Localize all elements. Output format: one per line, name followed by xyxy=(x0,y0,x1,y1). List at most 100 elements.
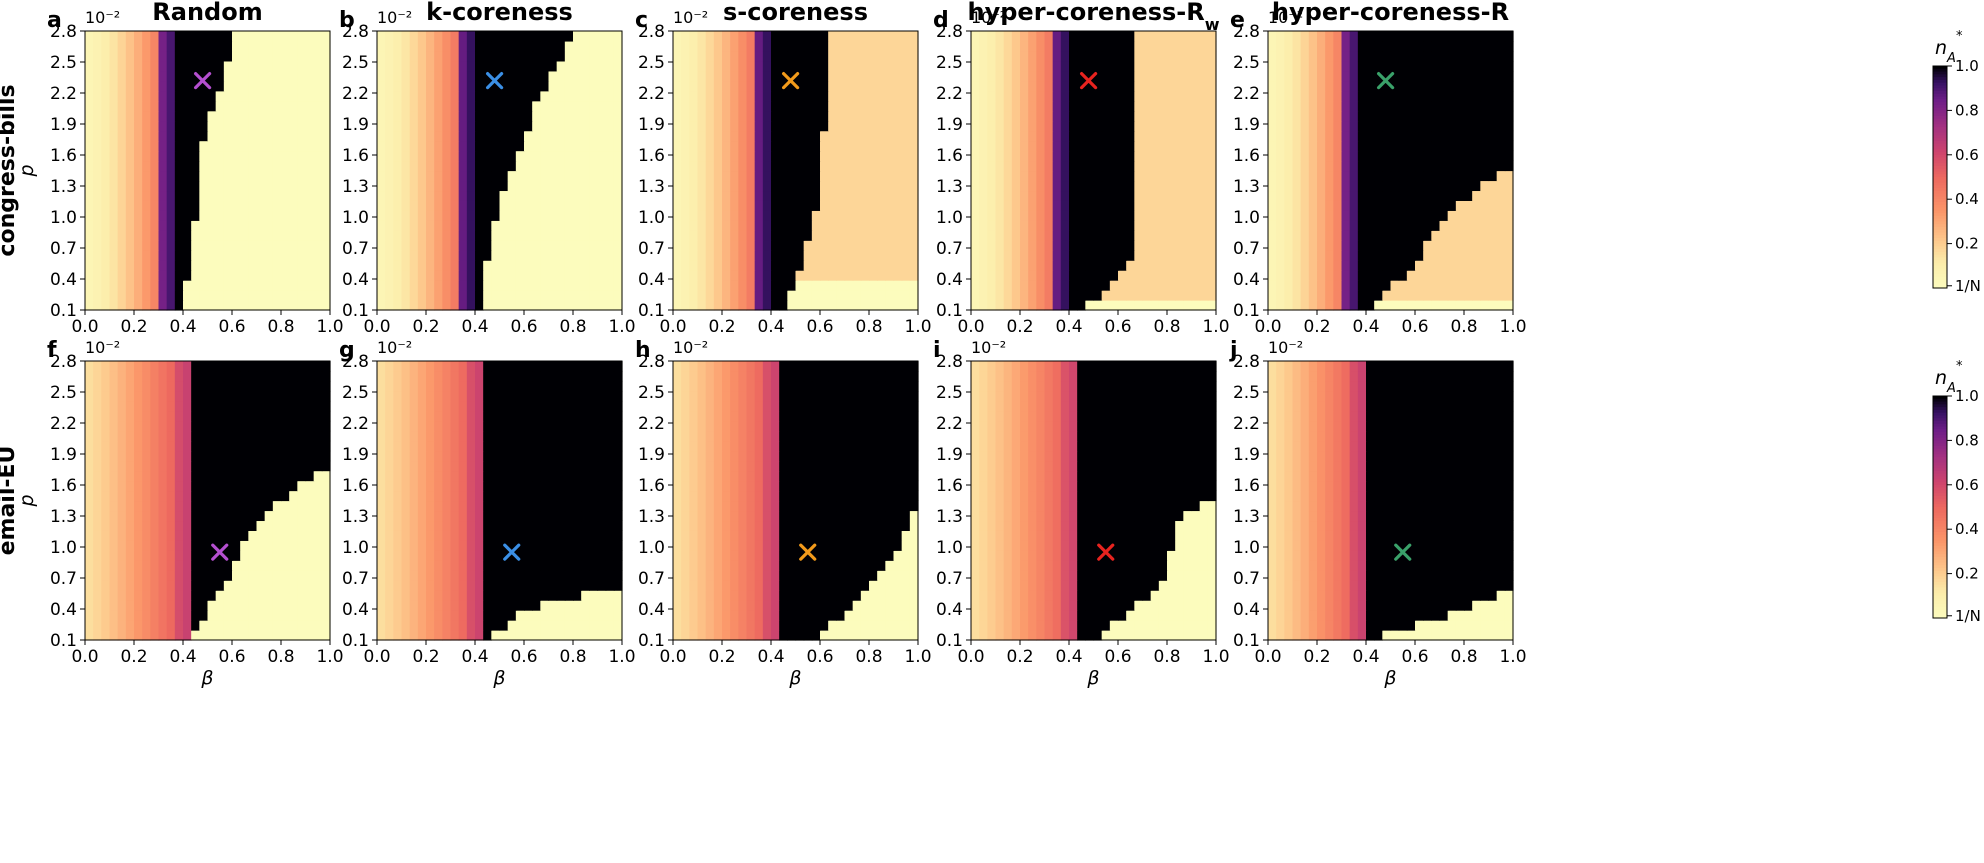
heatmap-cell xyxy=(1284,160,1294,172)
heatmap-cell xyxy=(297,540,307,551)
heatmap-cell xyxy=(540,270,550,281)
heatmap-cell xyxy=(297,180,307,192)
heatmap-cell xyxy=(1183,90,1193,102)
heatmap-cell xyxy=(1167,60,1176,72)
heatmap-cell xyxy=(1398,40,1408,52)
heatmap-cell xyxy=(1292,50,1302,62)
heatmap-cell xyxy=(697,290,707,301)
heatmap-cell xyxy=(697,240,707,251)
heatmap-cell xyxy=(417,100,427,112)
heatmap-cell xyxy=(1052,220,1062,231)
heatmap-cell xyxy=(556,190,566,201)
heatmap-cell xyxy=(1134,270,1144,281)
heatmap-cell xyxy=(507,90,517,102)
heatmap-cell xyxy=(779,230,788,241)
heatmap-cell xyxy=(885,160,895,172)
heatmap-cell xyxy=(313,210,323,221)
heatmap-cell xyxy=(1423,200,1432,211)
heatmap-cell xyxy=(540,120,550,132)
heatmap-cell xyxy=(281,200,290,211)
heatmap-cell xyxy=(1109,50,1119,62)
heatmap-cell xyxy=(272,520,282,531)
heatmap-cell xyxy=(499,270,509,281)
heatmap-cell xyxy=(1390,210,1400,221)
heatmap-cell xyxy=(1126,160,1135,172)
heatmap-cell xyxy=(183,50,192,62)
heatmap-cell xyxy=(697,230,707,241)
heatmap-cell xyxy=(1028,130,1037,142)
heatmap-cell xyxy=(971,190,980,201)
heatmap-cell xyxy=(450,230,460,241)
heatmap-cell xyxy=(1415,120,1424,132)
heatmap-cell xyxy=(564,120,574,132)
heatmap-cell xyxy=(730,120,739,132)
heatmap-cell xyxy=(1488,90,1498,102)
heatmap-cell xyxy=(174,180,184,192)
heatmap-cell xyxy=(556,70,566,82)
heatmap-cell xyxy=(256,230,266,241)
heatmap-cell xyxy=(1341,230,1351,241)
x-tick-label: 0.2 xyxy=(1303,317,1330,337)
y-tick-label: 1.6 xyxy=(1233,146,1260,166)
heatmap-cell xyxy=(1341,220,1351,231)
heatmap-cell xyxy=(573,210,582,221)
heatmap-cell xyxy=(1284,60,1294,72)
heatmap-cell xyxy=(524,70,533,82)
heatmap-cell xyxy=(1357,80,1367,92)
heatmap-cell xyxy=(1415,140,1424,152)
heatmap-cell xyxy=(1398,180,1408,192)
heatmap-cell xyxy=(1366,250,1375,261)
heatmap-cell xyxy=(450,180,460,192)
heatmap-cell xyxy=(1464,60,1473,72)
heatmap-cell xyxy=(93,180,102,192)
heatmap-cell xyxy=(117,150,127,162)
heatmap-cell xyxy=(1374,190,1383,201)
heatmap-cell xyxy=(1118,100,1127,112)
heatmap-cell xyxy=(1398,100,1408,112)
heatmap-cell xyxy=(1390,300,1400,311)
heatmap-cell xyxy=(1431,140,1441,152)
heatmap-cell xyxy=(828,170,837,182)
heatmap-cell xyxy=(93,220,102,231)
heatmap-cell xyxy=(491,300,501,311)
heatmap-cell xyxy=(450,260,460,271)
heatmap-cell xyxy=(979,190,988,201)
heatmap-cell xyxy=(795,180,805,192)
heatmap-cell xyxy=(779,240,788,251)
heatmap-cell xyxy=(548,280,558,291)
heatmap-cell xyxy=(844,140,854,152)
x-tick-label: 0.8 xyxy=(1153,317,1180,337)
heatmap-cell xyxy=(1020,270,1029,281)
heatmap-cell xyxy=(1191,60,1201,72)
heatmap-cell xyxy=(730,100,739,112)
heatmap-cell xyxy=(697,80,707,92)
heatmap-cell xyxy=(199,220,209,231)
heatmap-cell xyxy=(85,80,94,92)
heatmap-cell xyxy=(191,190,200,201)
heatmap-cell xyxy=(540,40,550,52)
heatmap-cell xyxy=(207,60,217,72)
heatmap-cell xyxy=(466,220,476,231)
heatmap-cell xyxy=(1431,80,1441,92)
heatmap-cell xyxy=(605,170,615,182)
heatmap-cell xyxy=(828,130,837,142)
heatmap-cell xyxy=(409,280,419,291)
heatmap-cell xyxy=(836,220,846,231)
heatmap-cell xyxy=(828,280,837,291)
heatmap-cell xyxy=(85,260,94,271)
heatmap-cell xyxy=(401,230,411,241)
heatmap-cell xyxy=(1284,100,1294,112)
heatmap-cell xyxy=(297,31,307,42)
heatmap-cell xyxy=(738,260,748,271)
heatmap-cell xyxy=(909,31,919,42)
heatmap-cell xyxy=(860,220,870,231)
heatmap-cell xyxy=(166,590,176,601)
heatmap-cell xyxy=(215,610,225,621)
heatmap-cell xyxy=(1167,190,1176,201)
heatmap-cell xyxy=(426,220,435,231)
heatmap-cell xyxy=(93,480,102,492)
heatmap-cell xyxy=(556,300,566,311)
heatmap-cell xyxy=(297,90,307,102)
heatmap-cell xyxy=(385,180,394,192)
heatmap-cell xyxy=(1406,90,1416,102)
